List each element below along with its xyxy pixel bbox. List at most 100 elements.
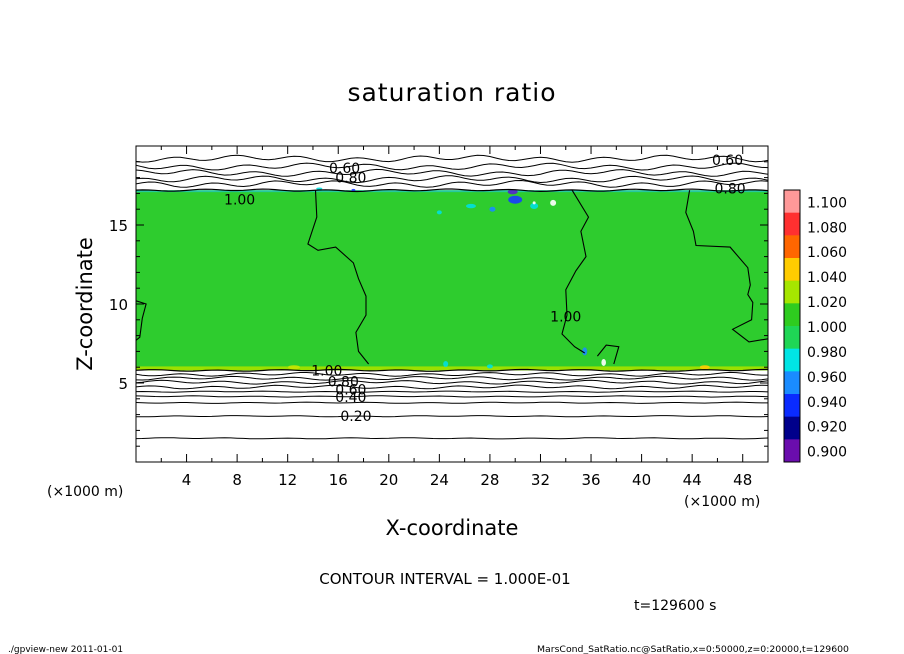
colorbar-swatch [784,371,800,395]
x-tick-label: 12 [278,471,297,489]
contour-line [136,384,768,390]
colorbar-swatch [784,439,800,463]
colorbar-swatch [784,258,800,282]
x-tick-label: 8 [232,471,242,489]
y-axis-unit: (×1000 m) [47,484,123,500]
x-tick-label: 48 [733,471,752,489]
contour-line [136,179,768,188]
x-tick-label: 36 [581,471,600,489]
contour-line [136,300,147,341]
x-axis-ticks: 4 8 12 16 20 24 28 32 36 40 44 48 [135,146,769,489]
time-stamp: t=129600 s [634,598,716,614]
colorbar-swatch [784,394,800,418]
y-tick-label: 10 [109,296,128,314]
contour-line [596,344,620,365]
saturation-patch [507,189,518,195]
contour-lines [136,154,768,440]
x-tick-label: 40 [632,471,651,489]
saturation-patch [550,199,557,206]
colorbar-label: 0.920 [807,420,847,436]
contour-labels: 0.600.801.000.600.801.001.000.800.600.40… [224,153,746,425]
saturation-patch [601,358,606,366]
x-tick-label: 4 [182,471,192,489]
saturation-patch [316,187,323,190]
x-tick-label: 20 [379,471,398,489]
colorbar-swatch [784,212,800,236]
colorbar-label: 1.060 [807,245,847,261]
footer-right: MarsCond_SatRatio.nc@SatRatio,x=0:50000,… [537,645,849,654]
colorbar-swatch [784,235,800,259]
colorbar-label: 0.980 [807,345,847,361]
colorbar-frame [783,189,801,463]
colorbar-swatch [784,348,800,372]
contour-line [136,168,768,177]
saturated-layer-bottom-edge [136,366,768,371]
contour-label: 0.40 [335,390,366,406]
contour-line [136,395,768,398]
contour-label: 0.60 [329,161,360,177]
contour-line [136,162,768,171]
footer-left: ./gpview-new 2011-01-01 [8,645,123,654]
saturated-layer-top-edge [136,190,768,193]
x-tick-label: 44 [683,471,702,489]
contour-line [136,401,768,404]
saturation-patch [508,195,523,204]
contour-label: 1.00 [311,363,342,379]
colorbar-label: 1.100 [807,195,847,211]
contour-label: 1.00 [224,193,255,209]
saturation-patch [699,365,710,370]
chart-title: saturation ratio [347,78,556,107]
contour-label: 0.80 [335,171,366,187]
contour-line [136,368,768,372]
saturation-patch [443,361,449,368]
colorbar-label: 1.020 [807,295,847,311]
colorbar: 0.900 0.920 0.940 0.960 0.980 1.000 1.020 1.040… [783,189,847,463]
contour-line [136,437,768,440]
contour-label: 1.00 [550,310,581,326]
contour-line [136,154,768,163]
x-tick-label: 16 [329,471,348,489]
colorbar-label: 1.080 [807,220,847,236]
contour-line [136,390,768,393]
saturation-patch [532,201,536,205]
contour-interval: CONTOUR INTERVAL = 1.000E-01 [319,570,570,588]
saturation-patch [530,203,539,210]
contour-line [136,415,768,418]
contour-line [307,190,370,365]
contour-line [561,189,590,354]
x-axis-label: X-coordinate [386,516,519,540]
contour-label: 0.80 [328,374,359,390]
contour-line [136,379,768,385]
y-axis-label: Z-coordinate [73,237,97,371]
x-tick-label: 32 [531,471,550,489]
colorbar-swatch [784,326,800,350]
contour-line [136,375,768,381]
y-tick-label: 15 [109,217,128,235]
saturation-patch [288,365,300,370]
contour-label: 0.60 [335,382,366,398]
colorbar-label: 0.900 [807,445,847,461]
x-tick-label: 24 [430,471,449,489]
contour-label: 0.60 [712,153,743,169]
contour-line [685,190,768,343]
colorbar-label: 1.040 [807,270,847,286]
saturated-layer [136,190,768,371]
x-tick-label: 28 [480,471,499,489]
colorbar-label: 0.960 [807,370,847,386]
plot-area [136,146,768,462]
contour-label: 0.80 [714,182,745,198]
colorbar-swatch [784,303,800,327]
colorbar-swatch [784,190,800,214]
saturation-patch [436,210,442,215]
contour-line [136,371,768,377]
saturation-patch [465,203,476,209]
saturation-patch [486,364,493,369]
contour-line [136,188,768,193]
y-axis-ticks: 5 10 15 [109,145,768,463]
colorbar-label: 0.940 [807,395,847,411]
colorbar-label: 1.000 [807,320,847,336]
upper-dry-layer [136,146,768,191]
saturation-patch [489,206,496,212]
contour-label: 0.20 [340,409,371,425]
